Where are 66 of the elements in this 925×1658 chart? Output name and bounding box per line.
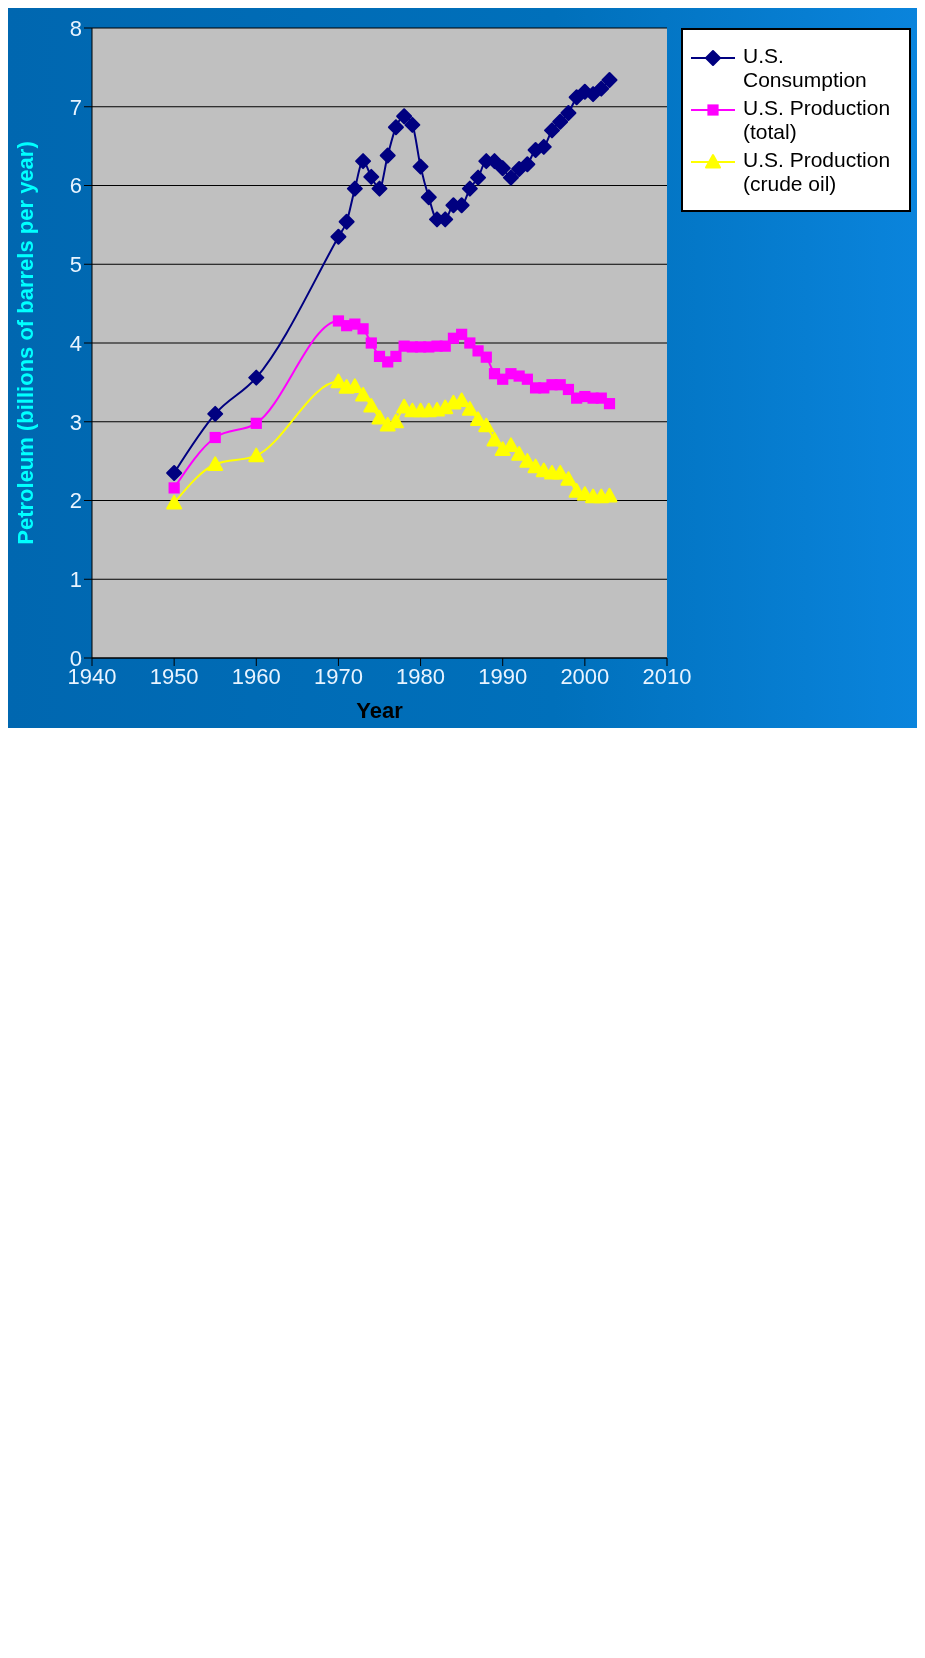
y-tick-label: 1 (69, 567, 82, 593)
point (209, 431, 221, 444)
point (502, 169, 519, 186)
point (603, 398, 616, 410)
y-tick-label: 7 (69, 94, 82, 120)
point (521, 373, 533, 385)
point (593, 80, 610, 97)
point (207, 405, 224, 422)
point (461, 180, 478, 197)
point (168, 482, 180, 494)
y-tick-label: 8 (69, 15, 82, 41)
point (560, 105, 577, 122)
point (562, 383, 575, 396)
y-tick-label: 4 (69, 330, 82, 356)
point (390, 350, 402, 362)
point (166, 494, 183, 510)
point (248, 369, 265, 386)
point (470, 169, 487, 186)
point (363, 398, 380, 413)
point (166, 464, 183, 481)
x-tick-label: 1970 (313, 663, 363, 689)
point (365, 337, 377, 349)
x-tick-label: 2010 (642, 663, 692, 689)
point (480, 351, 492, 363)
x-tick-label: 2000 (560, 663, 610, 689)
x-tick-label: 1990 (478, 663, 528, 689)
point (207, 456, 224, 471)
point (355, 386, 372, 402)
y-tick-label: 5 (69, 252, 82, 278)
point (250, 417, 262, 429)
point (355, 153, 372, 170)
point (486, 431, 503, 447)
y-tick-label: 6 (69, 173, 82, 199)
point (478, 417, 495, 433)
legend-label: U.S. Production (total) (743, 96, 892, 144)
point (544, 122, 560, 139)
point (396, 108, 413, 125)
x-tick-label: 1980 (396, 663, 446, 689)
legend-label: U.S. Consumption (743, 44, 868, 92)
point (456, 328, 468, 340)
y-tick-label: 2 (69, 488, 82, 514)
y-tick-label: 3 (69, 409, 82, 435)
point (379, 147, 396, 164)
point (330, 228, 347, 245)
point (404, 116, 421, 133)
point (248, 447, 265, 463)
point (552, 113, 569, 130)
x-tick-label: 1960 (231, 663, 281, 689)
point (387, 119, 404, 136)
point (371, 180, 388, 197)
x-tick-label: 1950 (149, 663, 199, 689)
point (601, 71, 618, 88)
point (412, 158, 429, 175)
point (338, 213, 355, 230)
point (346, 180, 363, 197)
legend-label: U.S. Production (crude oil) (743, 148, 892, 196)
point (560, 471, 577, 486)
point (420, 189, 437, 206)
point (461, 401, 478, 416)
y-axis-title: Petroleum (billions of barrels per year) (12, 141, 38, 545)
point (439, 340, 451, 352)
x-axis-title: Year (356, 698, 404, 723)
point (494, 160, 511, 177)
point (519, 156, 536, 173)
point (363, 168, 380, 185)
point (357, 323, 369, 335)
